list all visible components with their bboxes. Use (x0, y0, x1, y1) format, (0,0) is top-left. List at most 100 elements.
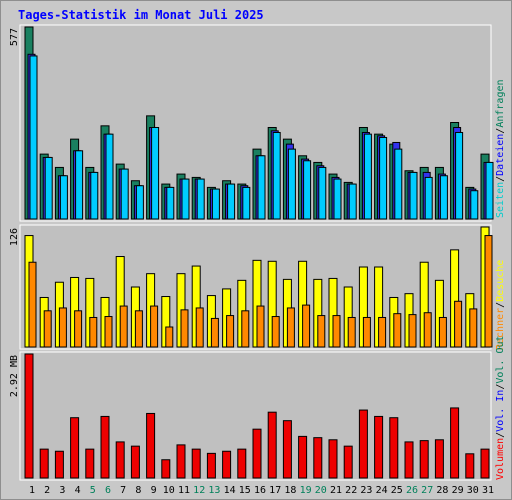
bar-volumen-day-3 (54, 450, 64, 479)
legend-top: Seiten/Dateien/Anfragen (495, 79, 506, 218)
bar-rechner-day-23 (362, 316, 371, 348)
bar-rechner-day-2 (43, 310, 52, 348)
bar-rechner-day-15 (241, 310, 250, 348)
bar-seiten-day-26 (409, 171, 418, 220)
bar-volumen-day-5 (85, 448, 95, 479)
bar-rechner-day-27 (423, 312, 432, 348)
bar-seiten-day-3 (59, 175, 68, 220)
bar-seiten-day-2 (44, 156, 53, 220)
bar-seiten-day-20 (318, 166, 327, 220)
bar-rechner-day-16 (256, 305, 265, 348)
bar-volumen-day-29 (450, 407, 460, 479)
legend-bottom: Volumen/Vol. In/Vol. Out (495, 335, 506, 480)
x-tick-day-2: 2 (44, 485, 50, 496)
bar-rechner-day-20 (317, 315, 326, 348)
legend-separator: / (495, 384, 506, 390)
x-tick-day-1: 1 (29, 485, 35, 496)
bar-rechner-day-7 (119, 305, 128, 348)
x-tick-day-12: 12 (193, 485, 205, 496)
x-tick-day-11: 11 (178, 485, 190, 496)
bar-rechner-day-14 (226, 315, 235, 348)
bar-rechner-day-30 (469, 308, 478, 348)
legend-separator: / (495, 176, 506, 182)
bar-seiten-day-16 (257, 155, 266, 220)
bar-rechner-day-19 (302, 304, 311, 348)
bar-seiten-day-18 (287, 148, 296, 220)
legend-dateien: Dateien (495, 134, 506, 176)
x-tick-day-5: 5 (90, 485, 96, 496)
bar-rechner-day-3 (58, 307, 67, 348)
x-tick-day-27: 27 (421, 485, 433, 496)
x-tick-day-21: 21 (330, 485, 342, 496)
bar-seiten-day-30 (470, 190, 479, 220)
bar-rechner-day-26 (408, 314, 417, 348)
bar-seiten-day-6 (105, 133, 114, 220)
bar-seiten-day-31 (485, 161, 494, 220)
bar-seiten-day-21 (333, 178, 342, 220)
x-tick-day-17: 17 (269, 485, 281, 496)
bar-seiten-day-29 (455, 131, 464, 220)
x-tick-day-30: 30 (467, 485, 479, 496)
x-tick-day-18: 18 (284, 485, 296, 496)
legend-vol-out: Vol. Out (495, 335, 506, 383)
bar-volumen-day-31 (480, 448, 490, 479)
bar-seiten-day-14 (227, 183, 236, 220)
x-tick-day-8: 8 (135, 485, 141, 496)
bar-volumen-day-7 (115, 441, 125, 479)
legend-anfragen: Anfragen (495, 79, 506, 127)
bar-volumen-day-14 (222, 450, 232, 479)
bar-volumen-day-24 (374, 415, 384, 479)
bar-volumen-day-9 (146, 412, 156, 479)
legend-middle: Rechner/Besuche (495, 260, 506, 350)
bar-rechner-day-11 (180, 309, 189, 348)
bar-volumen-day-21 (328, 439, 338, 479)
bar-volumen-day-20 (313, 437, 323, 479)
bar-rechner-day-31 (484, 235, 493, 348)
x-tick-day-15: 15 (239, 485, 251, 496)
bar-seiten-day-28 (439, 175, 448, 220)
bar-rechner-day-4 (74, 310, 83, 348)
x-tick-day-10: 10 (163, 485, 175, 496)
bar-seiten-day-11 (181, 178, 190, 220)
legend-rechner: Rechner (495, 308, 506, 350)
x-tick-day-25: 25 (391, 485, 403, 496)
bar-volumen-day-6 (100, 415, 110, 479)
x-tick-day-19: 19 (300, 485, 312, 496)
legend-separator: / (495, 432, 506, 438)
chart-title: Tages-Statistik im Monat Juli 2025 (18, 8, 264, 22)
x-tick-day-31: 31 (482, 485, 494, 496)
bar-seiten-day-22 (348, 183, 357, 220)
bar-volumen-day-28 (434, 439, 444, 479)
bar-volumen-day-17 (267, 411, 277, 479)
bar-volumen-day-22 (343, 445, 353, 479)
bar-seiten-day-9 (151, 126, 160, 220)
legend-separator: / (495, 128, 506, 134)
y-max-label-1: 577 (9, 28, 20, 46)
bar-seiten-day-24 (379, 136, 388, 220)
bar-volumen-day-8 (130, 445, 140, 479)
bar-seiten-day-19 (303, 160, 312, 220)
bar-rechner-day-18 (286, 307, 295, 348)
x-tick-day-6: 6 (105, 485, 111, 496)
bar-volumen-day-4 (70, 417, 80, 479)
bar-rechner-day-29 (454, 300, 463, 348)
bar-rechner-day-1 (28, 261, 37, 348)
x-tick-day-20: 20 (315, 485, 327, 496)
bar-seiten-day-7 (120, 168, 129, 220)
bar-seiten-day-23 (363, 133, 372, 220)
bar-rechner-day-24 (378, 316, 387, 348)
bar-volumen-day-27 (419, 440, 429, 479)
x-tick-day-3: 3 (59, 485, 65, 496)
legend-besuche: Besuche (495, 260, 506, 302)
legend-separator: / (495, 302, 506, 308)
x-tick-day-13: 13 (208, 485, 220, 496)
x-tick-day-14: 14 (224, 485, 236, 496)
x-tick-day-23: 23 (360, 485, 372, 496)
bar-rechner-day-25 (393, 313, 402, 348)
x-tick-day-4: 4 (75, 485, 81, 496)
bar-volumen-day-30 (465, 453, 475, 479)
bar-volumen-day-11 (176, 444, 186, 479)
bar-rechner-day-12 (195, 307, 204, 348)
bar-seiten-day-15 (242, 186, 251, 220)
